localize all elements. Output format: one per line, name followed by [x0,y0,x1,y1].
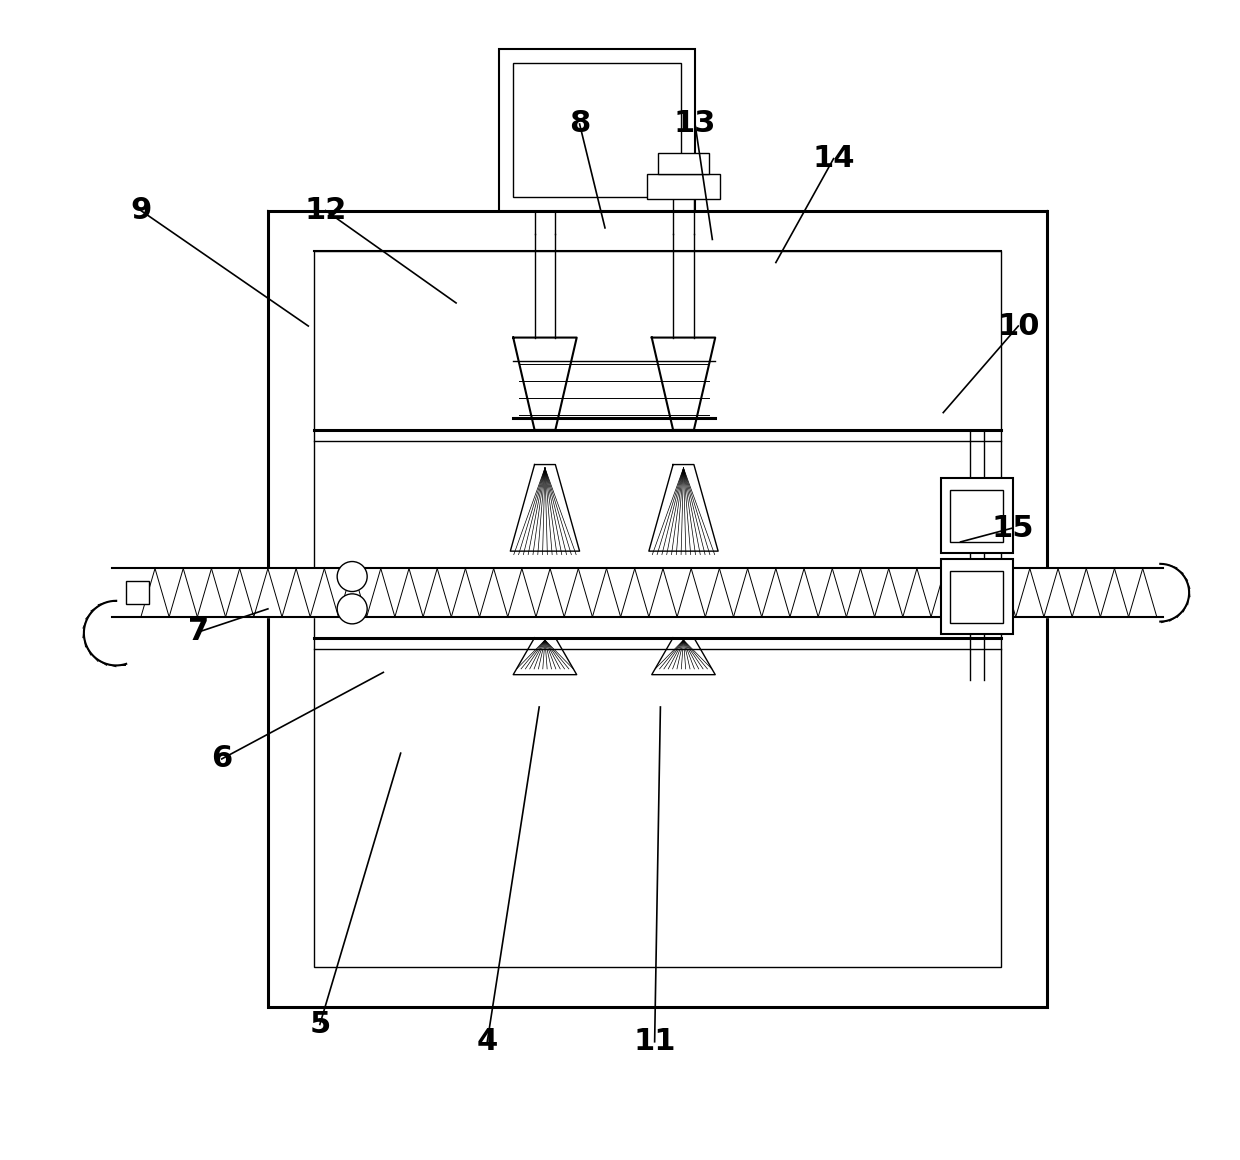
Text: 4: 4 [476,1028,498,1057]
Circle shape [337,561,367,592]
Bar [512,63,681,197]
Bar [941,559,1013,635]
Text: 12: 12 [305,196,347,225]
Bar [646,174,720,200]
Bar [268,211,1047,1007]
Text: 8: 8 [569,109,590,138]
Text: 14: 14 [812,144,854,173]
Text: 15: 15 [991,514,1034,543]
Bar [673,650,694,966]
Bar [498,49,696,211]
Bar [126,581,149,604]
Text: 11: 11 [634,1028,676,1057]
Text: 10: 10 [997,312,1039,341]
Bar [658,153,709,174]
Bar [950,571,1003,623]
Text: 9: 9 [130,196,151,225]
Text: 13: 13 [673,109,717,138]
Text: 6: 6 [211,745,232,774]
Text: 7: 7 [188,617,210,646]
Bar [314,251,1001,966]
Circle shape [337,594,367,624]
Bar [534,650,556,966]
Bar [950,490,1003,542]
Bar [941,478,1013,553]
Text: 5: 5 [309,1010,331,1039]
